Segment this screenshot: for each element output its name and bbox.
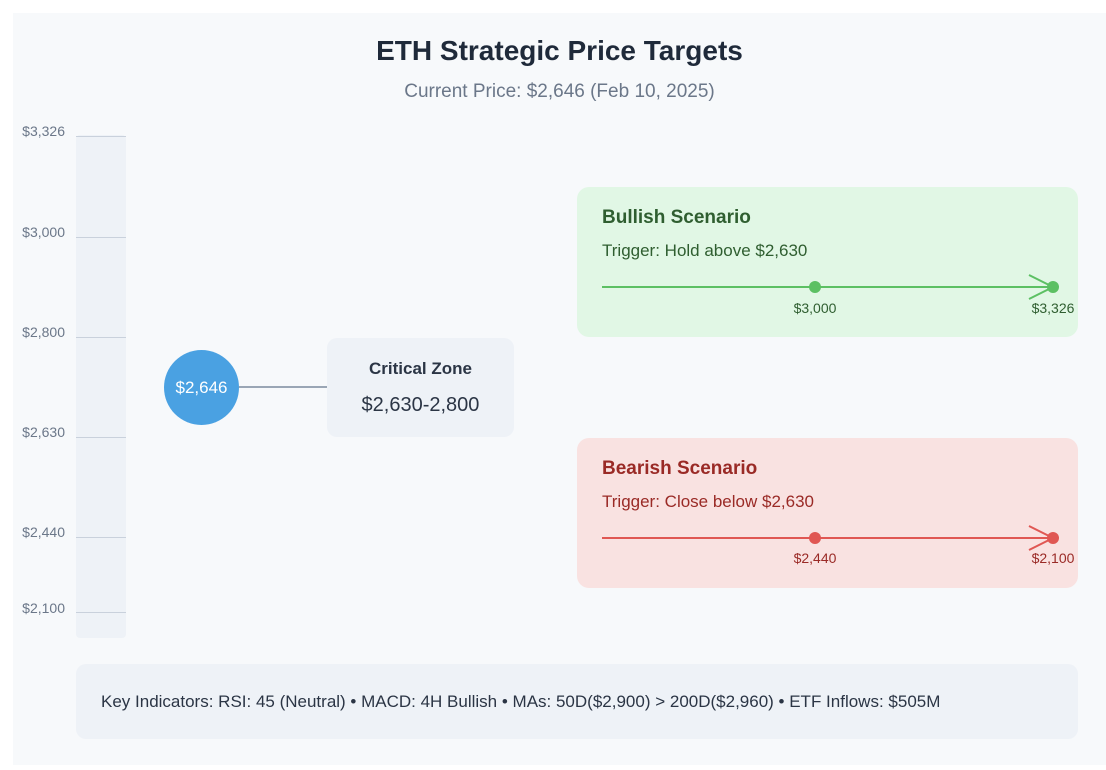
axis-tick-label: $2,100 — [22, 600, 65, 616]
bearish-target2-label: $2,100 — [1032, 550, 1075, 566]
page-title: ETH Strategic Price Targets — [376, 35, 743, 66]
axis-tick — [76, 612, 126, 613]
diagram-card: ETH Strategic Price Targets Current Pric… — [13, 13, 1106, 765]
axis-tick-label: $3,326 — [22, 123, 65, 139]
bearish-target1-point — [809, 532, 821, 544]
bullish-target1-point — [809, 281, 821, 293]
key-indicators-text: Key Indicators: RSI: 45 (Neutral) • MACD… — [101, 691, 941, 711]
axis-tick — [76, 437, 126, 438]
zone-connector — [239, 386, 327, 388]
axis-tick-label: $2,800 — [22, 324, 65, 340]
bullish-trigger: Trigger: Hold above $2,630 — [602, 241, 808, 260]
bearish-trigger: Trigger: Close below $2,630 — [602, 492, 814, 511]
bearish-target2-point — [1047, 532, 1059, 544]
critical-zone-label: Critical Zone — [369, 359, 472, 378]
bearish-scenario-box: Bearish Scenario Trigger: Close below $2… — [577, 438, 1078, 588]
price-axis-bar — [76, 135, 126, 638]
key-indicators-box: Key Indicators: RSI: 45 (Neutral) • MACD… — [76, 664, 1078, 739]
bearish-target1-label: $2,440 — [794, 550, 837, 566]
critical-zone-box: Critical Zone $2,630-2,800 — [327, 338, 514, 437]
page-subtitle: Current Price: $2,646 (Feb 10, 2025) — [404, 81, 715, 102]
bullish-title: Bullish Scenario — [602, 207, 751, 228]
axis-tick-label: $2,630 — [22, 424, 65, 440]
bullish-target2-label: $3,326 — [1032, 300, 1075, 316]
axis-tick-label: $2,440 — [22, 524, 65, 540]
axis-tick — [76, 237, 126, 238]
bullish-scenario-box: Bullish Scenario Trigger: Hold above $2,… — [577, 187, 1078, 337]
critical-zone-range: $2,630-2,800 — [361, 394, 480, 416]
current-price-label: $2,646 — [175, 377, 228, 397]
bullish-target1-label: $3,000 — [794, 300, 837, 316]
bullish-target-line: $3,000 $3,326 — [602, 274, 1075, 316]
bearish-title: Bearish Scenario — [602, 458, 758, 479]
bearish-target-line: $2,440 $2,100 — [602, 525, 1075, 566]
axis-tick — [76, 136, 126, 137]
axis-tick — [76, 337, 126, 338]
axis-tick-label: $3,000 — [22, 224, 65, 240]
axis-tick — [76, 537, 126, 538]
current-price-marker: $2,646 — [164, 350, 239, 425]
bullish-target2-point — [1047, 281, 1059, 293]
